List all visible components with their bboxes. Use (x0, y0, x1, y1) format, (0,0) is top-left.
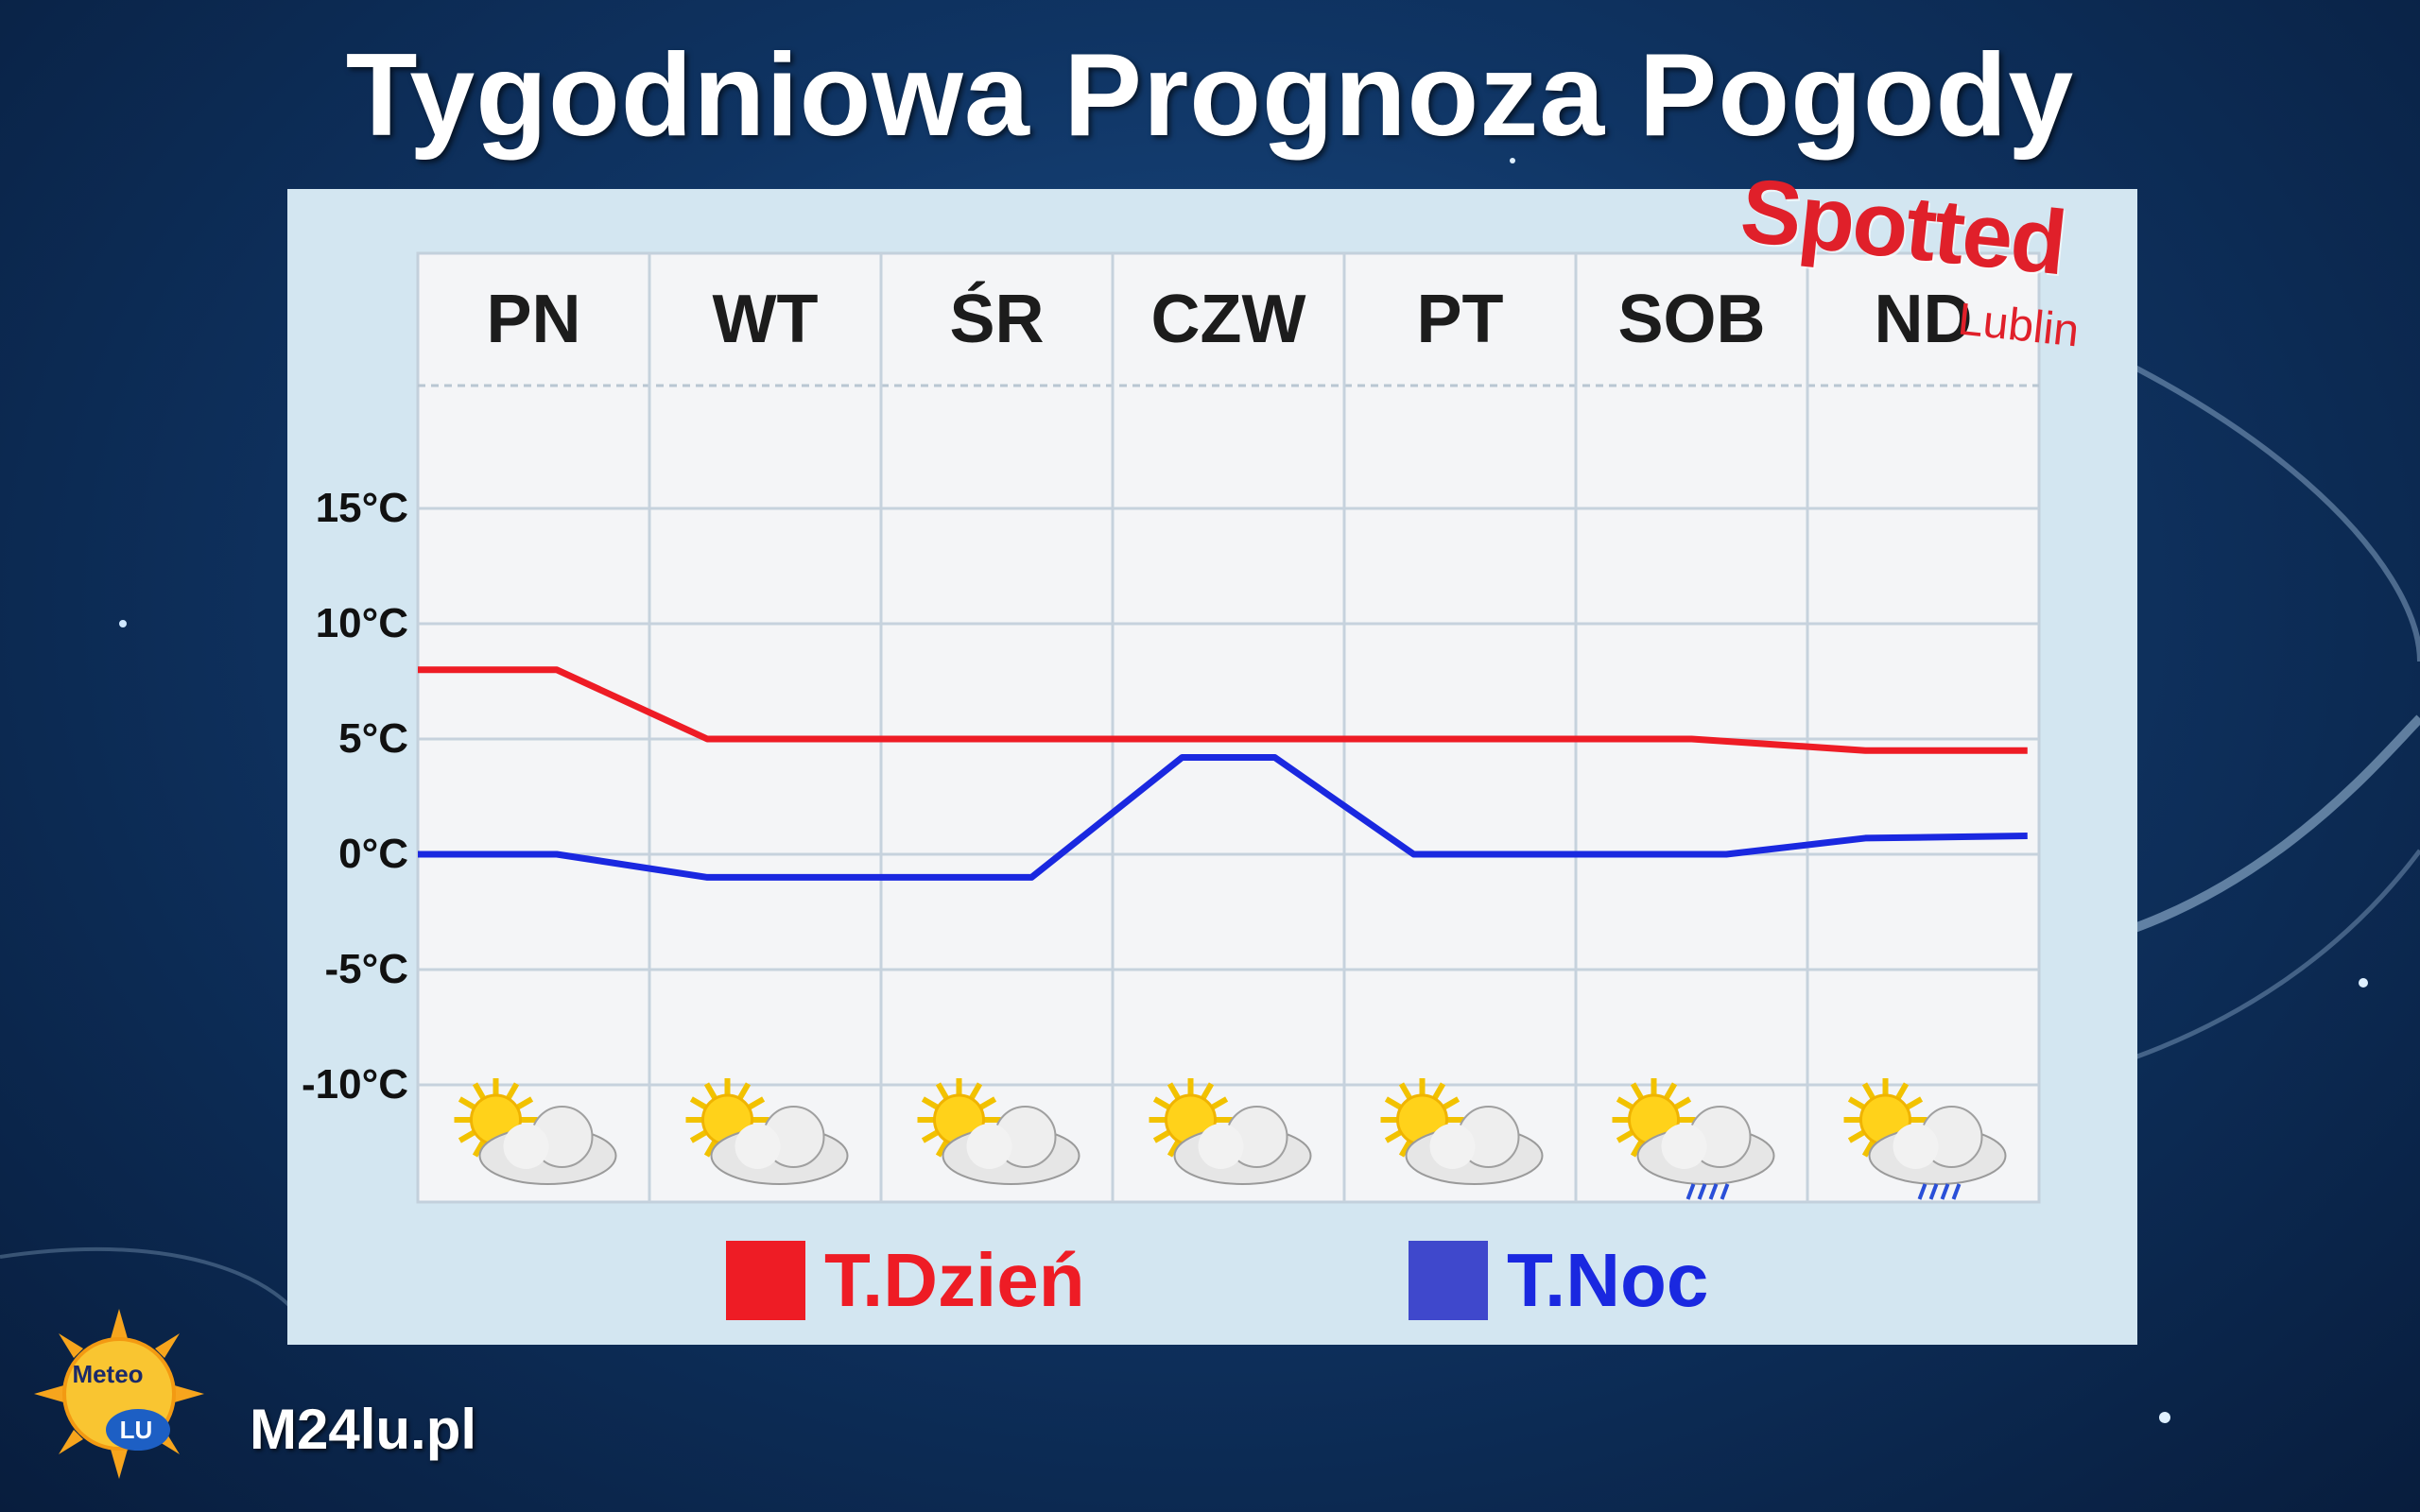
y-tick-label: 15°C (316, 485, 408, 531)
series-line-day (418, 666, 2028, 754)
sun-cloud-rain-icon (1612, 1078, 1775, 1200)
spotted-lublin-logo: Spotted Lublin (1725, 159, 2142, 407)
legend-night-swatch (1409, 1241, 1488, 1320)
legend-night: T.Noc (1409, 1238, 1708, 1323)
sun-cloud-icon (917, 1078, 1080, 1185)
y-tick-label: -10°C (302, 1061, 408, 1108)
forecast-chart: 15°C 10°C 5°C 0°C -5°C -10°C PN WT ŚR CZW PT SOB ND (302, 251, 2041, 1204)
y-tick-label: 10°C (316, 600, 408, 646)
legend-day: T.Dzień (726, 1238, 1085, 1323)
meteo-lu-logo: Meteo LU (34, 1309, 204, 1479)
day-header-label: ND (1875, 282, 1973, 357)
y-tick-label: 5°C (338, 715, 408, 762)
sun-cloud-icon (685, 1078, 849, 1185)
legend-day-label: T.Dzień (824, 1238, 1085, 1322)
day-header-label: SOB (1617, 282, 1765, 357)
legend-day-swatch (726, 1241, 805, 1320)
series-line-night (418, 754, 2028, 881)
plot-area (416, 251, 2041, 1204)
site-url: M24lu.pl (250, 1398, 477, 1461)
spotted-logo-sub: Lublin (1955, 294, 2082, 357)
sun-cloud-icon (454, 1078, 617, 1185)
day-header-label: WT (713, 282, 819, 357)
day-header-label: PT (1416, 282, 1503, 357)
legend-night-label: T.Noc (1507, 1238, 1709, 1322)
meteo-logo-bottom: LU (120, 1416, 153, 1444)
forecast-panel: 15°C 10°C 5°C 0°C -5°C -10°C PN WT ŚR CZW PT SOB ND (287, 189, 2137, 1345)
y-tick-label: 0°C (338, 831, 408, 877)
day-header-label: CZW (1151, 282, 1306, 357)
day-header-label: PN (486, 282, 580, 357)
page-title: Tygodniowa Prognoza Pogody (345, 30, 2075, 161)
y-tick-label: -5°C (325, 946, 409, 992)
meteo-logo-top: Meteo (72, 1360, 143, 1388)
sun-cloud-rain-icon (1843, 1078, 2007, 1200)
sun-cloud-icon (1149, 1078, 1312, 1185)
day-header-label: ŚR (949, 281, 1044, 357)
spotted-logo-word: Spotted (1736, 159, 2070, 295)
sun-cloud-icon (1380, 1078, 1544, 1185)
